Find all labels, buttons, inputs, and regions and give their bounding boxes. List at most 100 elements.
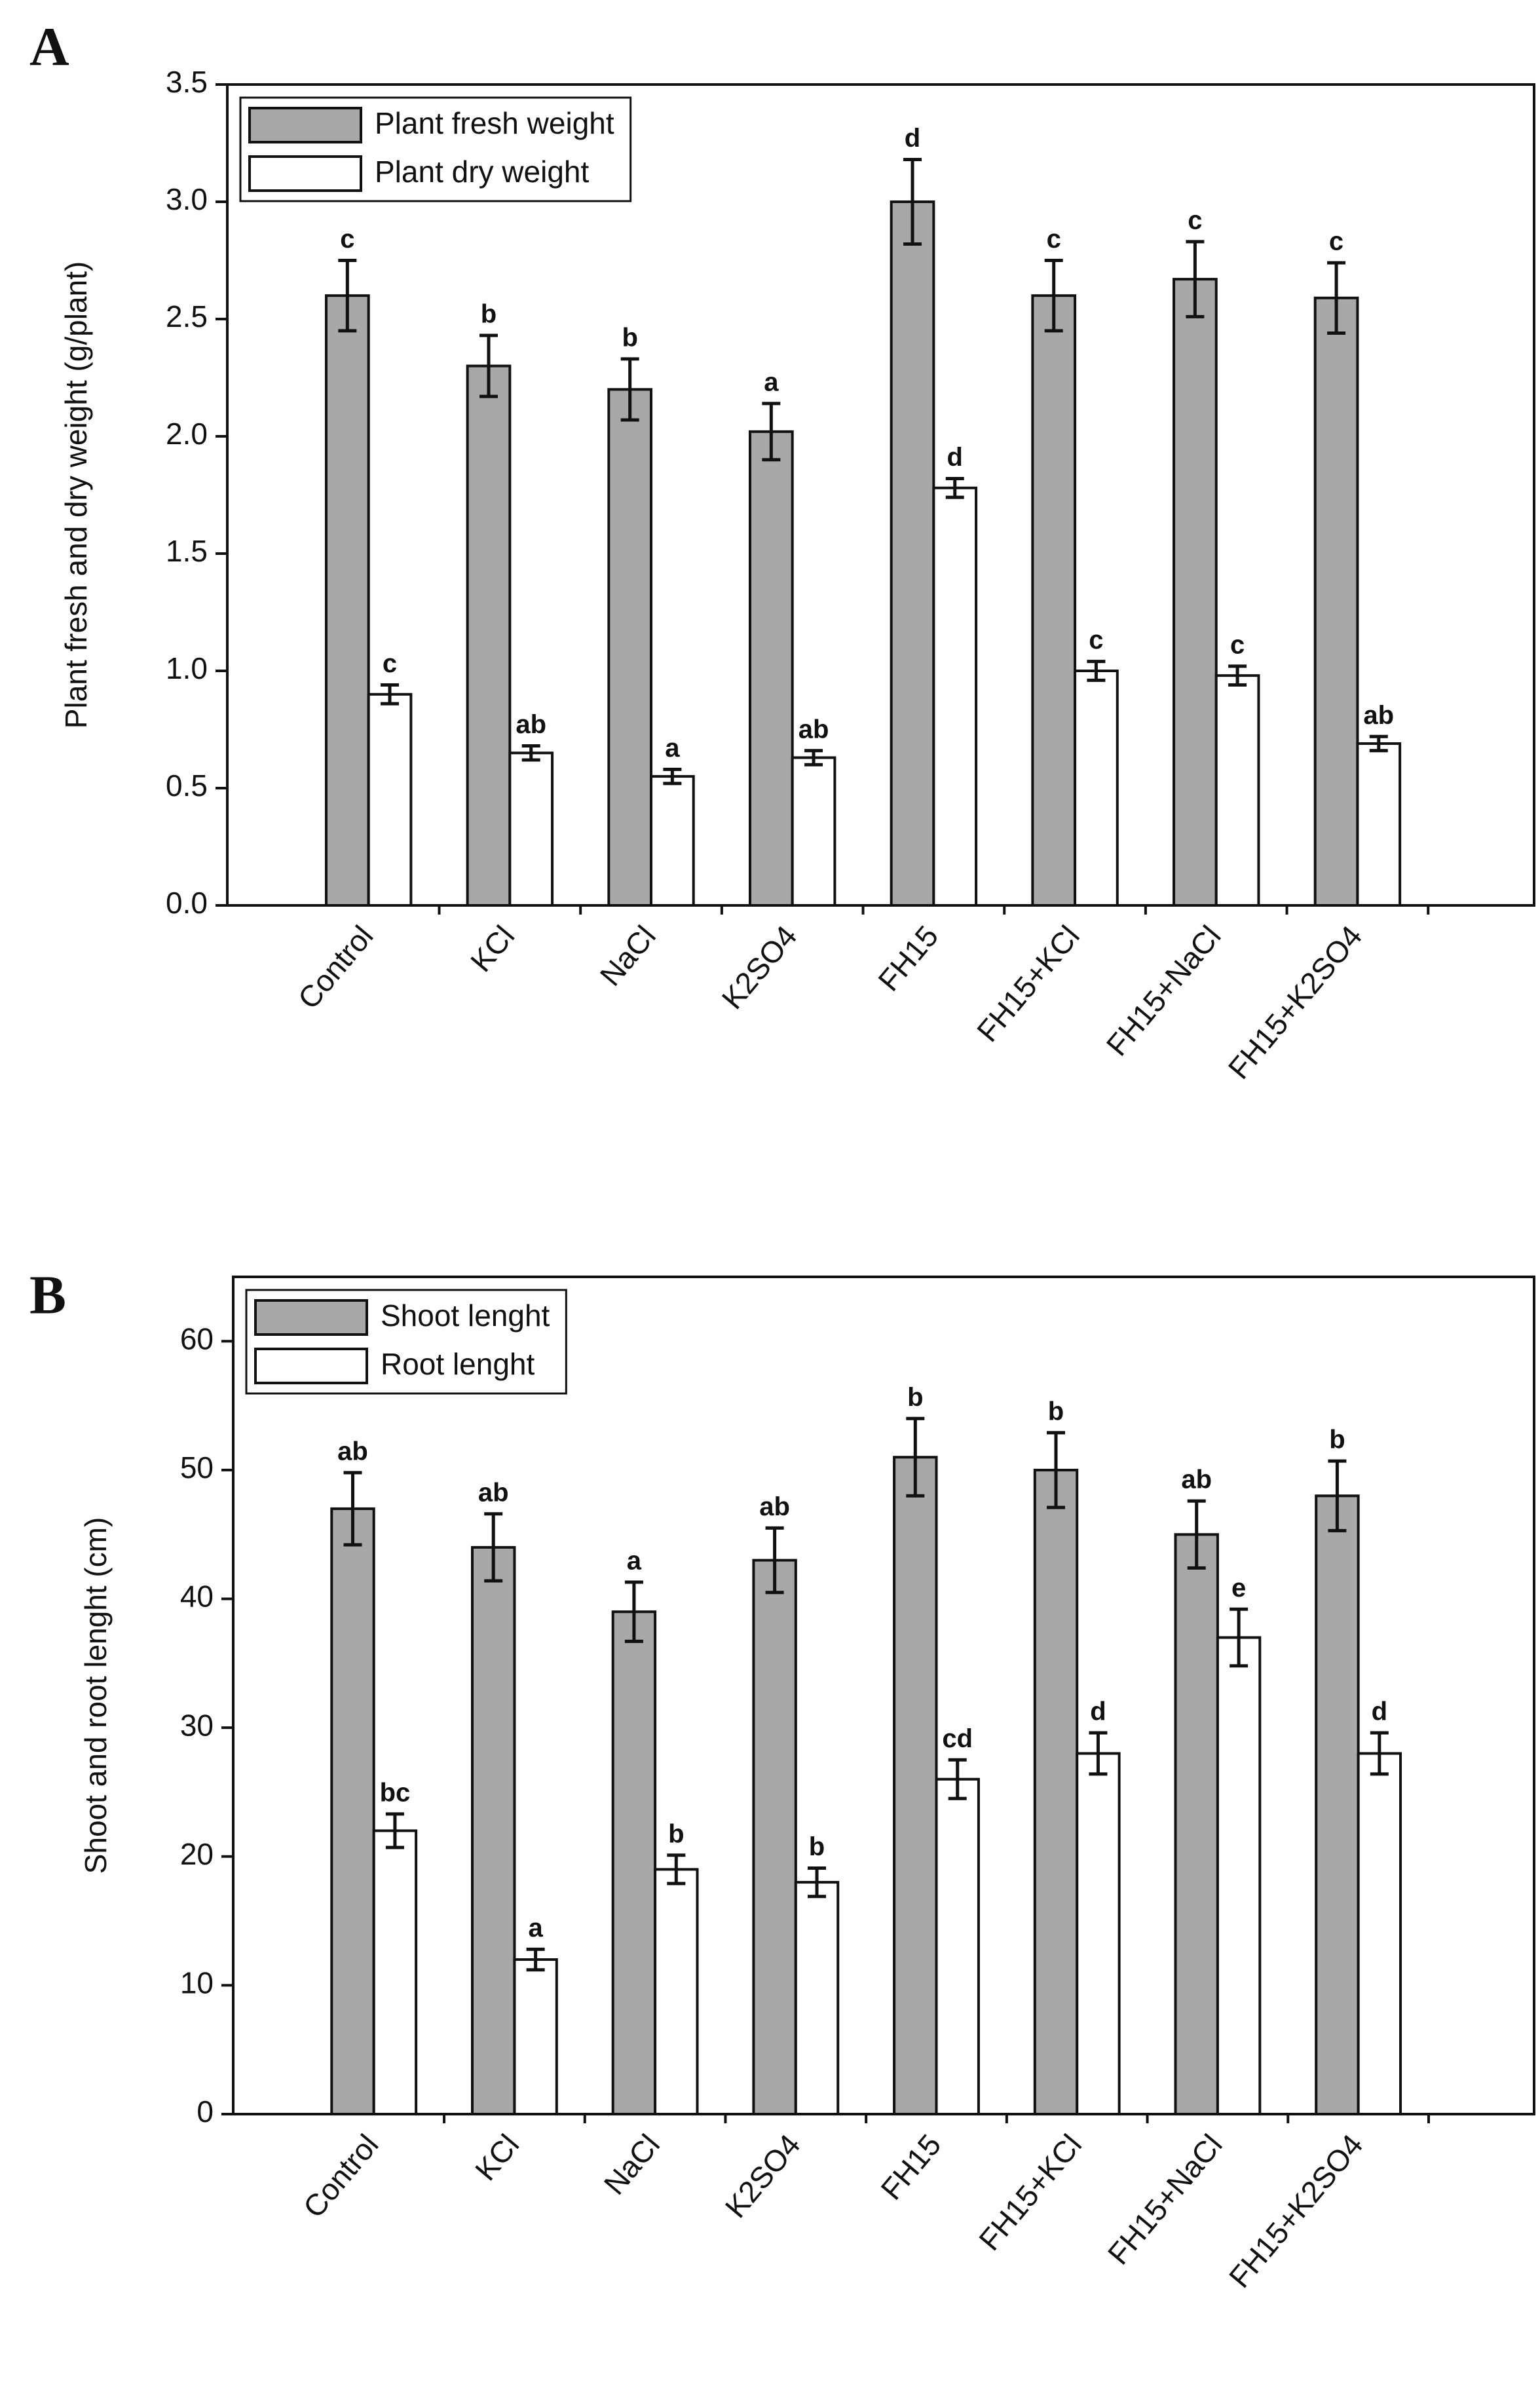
x-tick-label: NaCl [597,2128,667,2201]
bar [1173,278,1218,907]
x-tick-label: FH15+K2SO4 [1222,2128,1370,2294]
legend: Plant fresh weight Plant dry weight [239,96,632,202]
significance-label: b [809,1832,825,1861]
x-tick-label: FH15 [871,919,945,998]
error-bar [1369,734,1388,753]
bar [1076,1752,1121,2115]
x-tick-label: FH15+KCl [972,2128,1088,2257]
y-axis-label: Shoot and root lenght (cm) [79,1517,113,1874]
bar [1313,296,1359,907]
x-tick-label: FH15+KCl [970,919,1086,1048]
y-tick-label: 1.5 [166,534,208,568]
legend-swatch [254,1348,368,1384]
bar [324,294,370,907]
significance-label: c [1089,626,1103,654]
bar [1216,1636,1262,2116]
panel-label: A [29,16,69,77]
y-tick-label: 60 [180,1321,214,1355]
error-bar [906,1416,925,1498]
x-tick-label: K2SO4 [719,2128,807,2224]
significance-label: c [1329,227,1343,256]
error-bar [484,1512,503,1583]
error-bar [526,1947,545,1972]
bar [611,1610,657,2115]
x-tick-label: NaCl [593,919,662,993]
legend-swatch [248,107,362,143]
significance-label: ab [337,1437,368,1466]
error-bar [1089,1731,1108,1776]
legend-label: Shoot lenght [381,1298,550,1333]
significance-label: c [1230,630,1245,659]
bar [508,751,554,907]
bar [372,1829,418,2115]
chart-panel: A Plant fresh and dry weight (g/plant) 0.0… [29,16,1535,1086]
bar [650,775,695,907]
y-tick-label: 3.5 [166,65,208,99]
x-tick-label: FH15+NaCl [1101,2128,1229,2271]
bar [1174,1533,1219,2115]
error-bar [1186,240,1205,318]
bar [607,388,653,907]
significance-label: bc [380,1778,411,1807]
plot-frame [226,83,1535,907]
legend-swatch [254,1299,368,1336]
error-bar [945,476,964,499]
y-tick-label: 40 [180,1580,214,1614]
bar [890,200,935,907]
legend: Shoot lenght Root lenght [245,1289,567,1395]
bar [791,756,836,907]
significance-label: ab [798,715,829,744]
significance-label: e [1231,1574,1246,1602]
error-bar [624,1580,643,1643]
significance-label: b [668,1819,684,1848]
significance-label: ab [516,710,546,739]
error-bar [1327,261,1346,335]
error-bar [521,744,540,762]
x-tick-label: FH15+NaCl [1100,919,1228,1062]
error-bar [1087,660,1106,682]
error-bar [338,259,357,333]
bar [330,1507,375,2115]
bar [1214,674,1260,907]
legend-label: Root lenght [381,1347,535,1381]
x-tick-label: FH15 [874,2128,947,2206]
error-bar [762,402,781,462]
y-tick-label: 2.5 [166,299,208,333]
x-tick-label: FH15+K2SO4 [1222,919,1369,1086]
significance-label: ab [478,1478,509,1507]
significance-label: a [528,1914,543,1942]
error-bar [620,357,639,422]
legend-label: Plant fresh weight [375,106,614,140]
x-tick-label: K2SO4 [715,919,804,1015]
bar [466,364,512,907]
significance-label: a [764,368,779,396]
significance-label: c [1047,225,1061,254]
significance-label: c [383,649,397,678]
error-bar [1328,1459,1347,1532]
significance-label: a [627,1547,642,1576]
bar [1357,1752,1402,2115]
y-tick-label: 50 [180,1450,214,1485]
error-bar [1044,259,1063,333]
significance-label: b [481,300,497,329]
y-tick-label: 1.0 [166,651,208,685]
bar [513,1958,558,2115]
significance-label: d [1090,1697,1106,1726]
error-bar [381,683,400,706]
y-tick-label: 2.0 [166,417,208,451]
bar [749,430,794,907]
y-tick-label: 20 [180,1837,214,1871]
error-bar [948,1758,967,1800]
error-bar [1230,1607,1249,1668]
significance-label: c [1188,206,1202,235]
error-bar [385,1812,404,1849]
plot-frame [232,1276,1535,2115]
bar [1033,1468,1079,2115]
error-bar [1187,1499,1206,1570]
x-tick-label: Control [291,919,379,1015]
bar [935,1777,980,2116]
significance-label: b [1048,1397,1064,1426]
bar [1315,1494,1360,2115]
significance-label: cd [942,1724,973,1753]
error-bar [663,767,682,786]
